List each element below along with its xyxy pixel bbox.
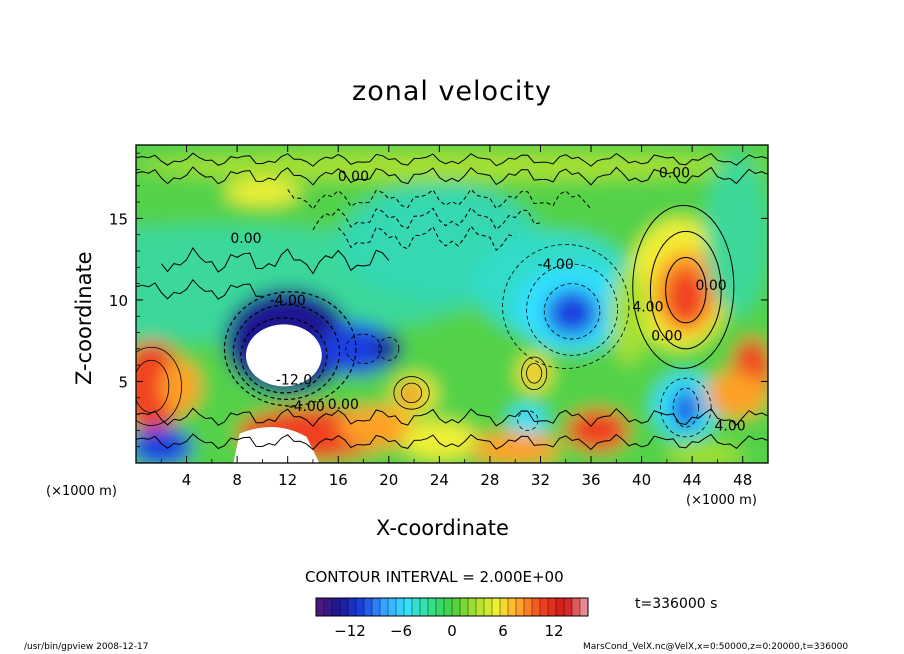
x-tick-label: 12 [278,471,297,489]
x-tick-label: 36 [581,471,600,489]
chart-title: zonal velocity [352,76,552,107]
x-unit-right: (×1000 m) [686,493,757,508]
contour-label: 4.00 [632,299,663,315]
x-tick-label: 4 [182,471,192,489]
contour-label: -4.00 [289,399,325,415]
x-tick-label: 44 [683,471,702,489]
contour-label: 0.00 [338,169,369,185]
contour-label: 4.00 [714,418,745,434]
y-axis-title: Z-coordinate [72,251,96,385]
footer-left: /usr/bin/gpview 2008-12-17 [24,642,149,652]
contour-label: 0.00 [696,278,727,294]
contour-interval-label: CONTOUR INTERVAL = 2.000E+00 [305,568,564,586]
x-tick-label: 40 [632,471,651,489]
contour-label: -4.00 [270,293,306,309]
contour-label: -12.0 [276,373,312,389]
contour-label: 0.00 [328,397,359,413]
x-tick-label: 48 [733,471,752,489]
velocity-field [136,145,768,463]
y-tick-label: 15 [109,210,128,228]
footer-right: MarsCond_VelX.nc@VelX,x=0:50000,z=0:2000… [583,642,849,652]
saturated-core-lower [233,427,320,463]
contour-label: 0.00 [651,329,682,345]
x-tick-label: 28 [480,471,499,489]
y-tick-label: 10 [109,292,128,310]
contour-label: -4.00 [538,257,574,273]
x-tick-label: 8 [232,471,242,489]
contour-labels: 0.00 0.000.00-4.00-4.00-12.0-4.00 0.004.00… [230,166,745,435]
x-unit-left: (×1000 m) [46,484,117,499]
plot-frame [135,144,769,464]
contour-label: 0.00 [659,166,690,182]
saturated-core-upper [245,324,322,387]
time-label: t=336000 s [635,596,718,612]
x-tick-label: 24 [430,471,449,489]
x-tick-label: 16 [329,471,348,489]
x-tick-label: 32 [531,471,550,489]
x-axis-title: X-coordinate [376,516,509,540]
contour-label: 0.00 [230,231,261,247]
contour-lines [136,152,768,451]
y-tick-label: 5 [118,373,128,391]
x-tick-label: 20 [379,471,398,489]
